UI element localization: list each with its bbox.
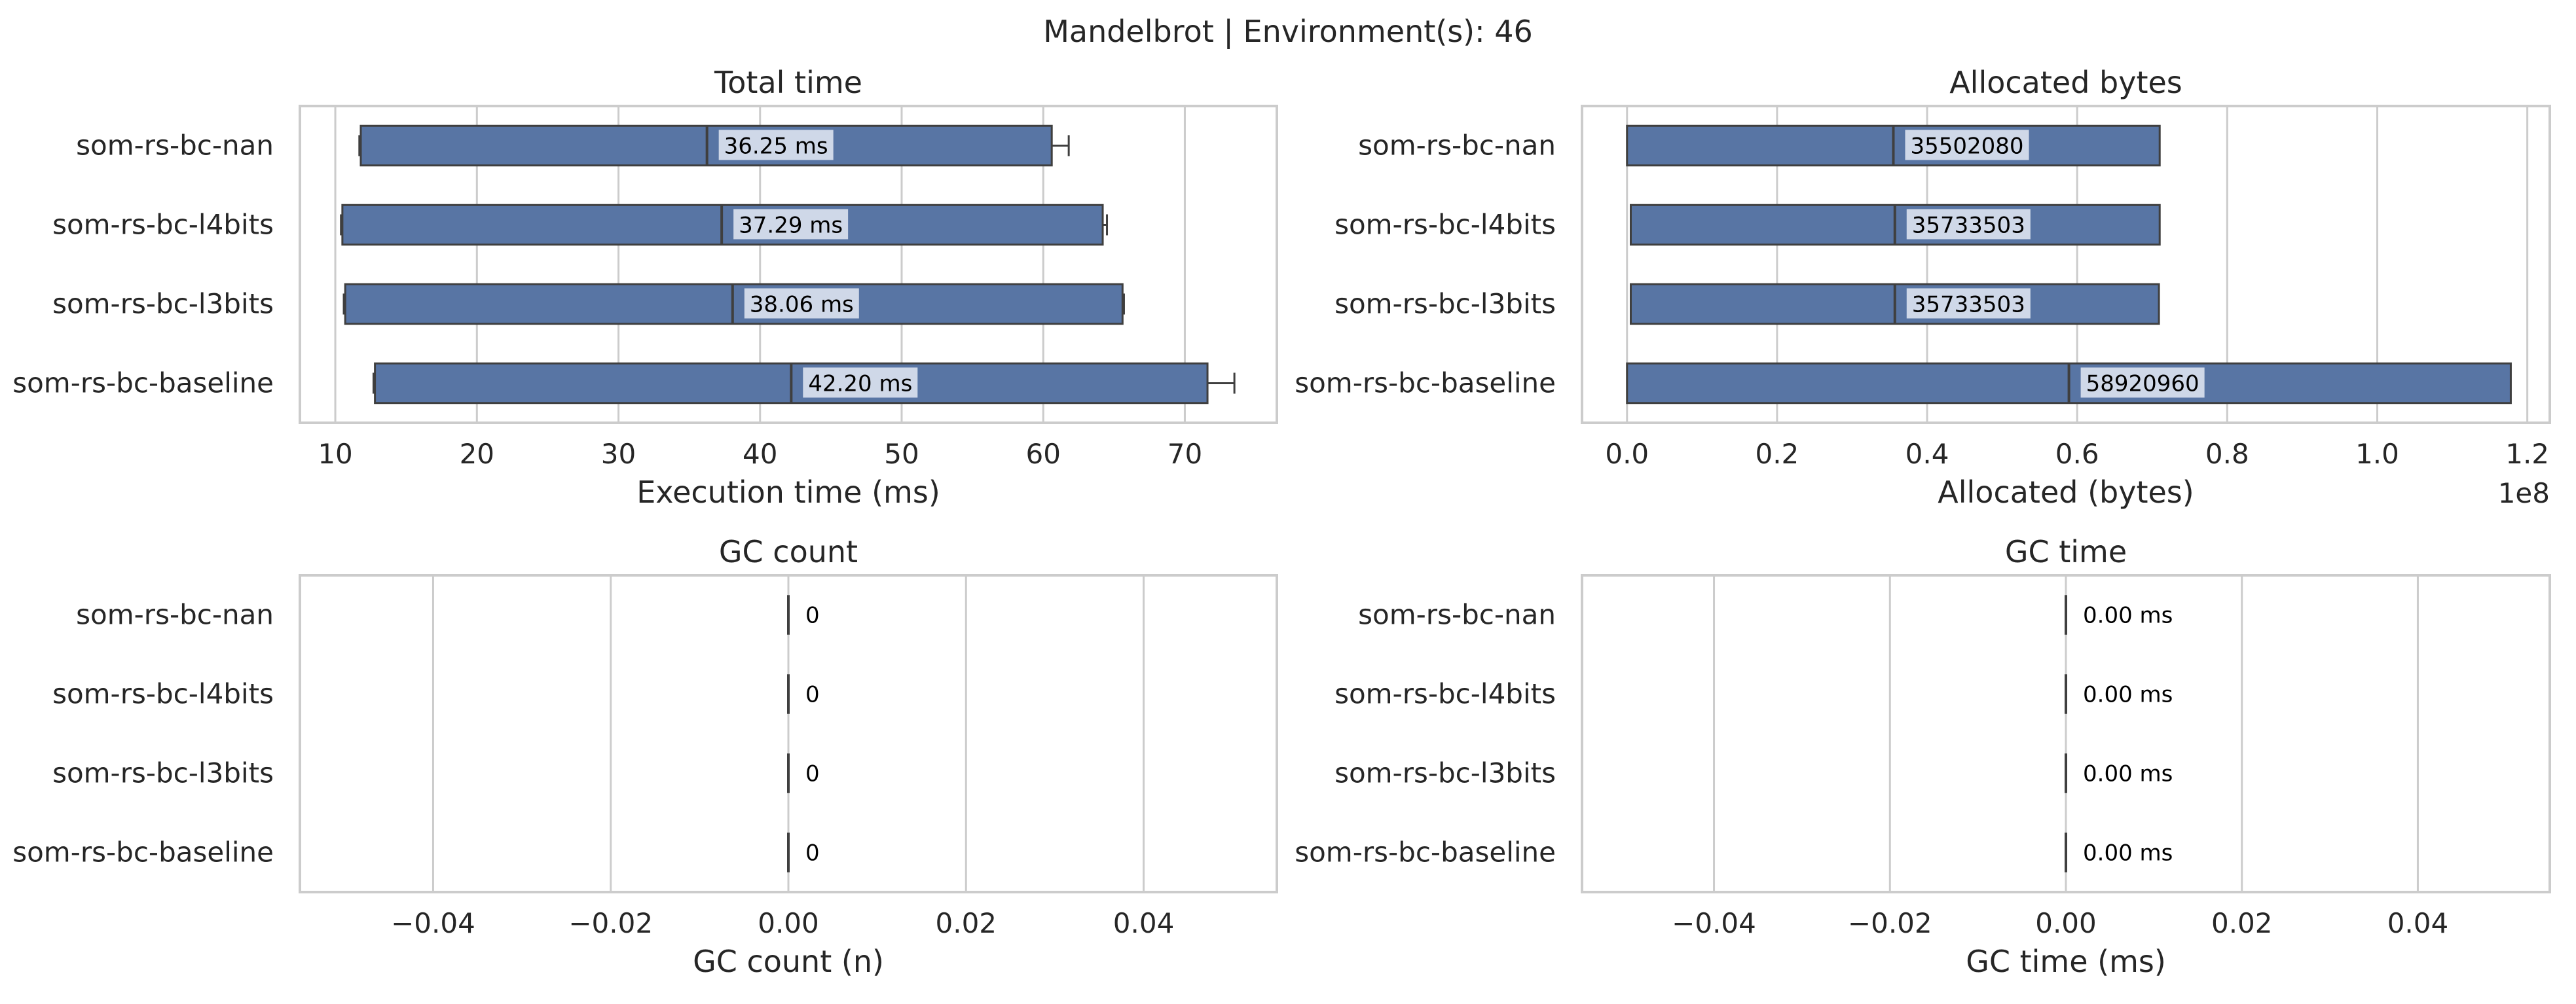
x-tick-label: −0.02 [568, 907, 653, 939]
x-axis-label: GC time (ms) [1966, 944, 2166, 979]
data-label: 35733503 [1912, 292, 2025, 318]
x-axis-label: Allocated (bytes) [1938, 475, 2194, 510]
x-tick-label: 0.0 [1605, 438, 1649, 470]
panel-title: Total time [714, 65, 862, 100]
data-label: 42.20 ms [808, 371, 912, 397]
y-category-label: som-rs-bc-l4bits [1334, 678, 1556, 710]
axes-frame [299, 105, 1278, 424]
x-tick-label: −0.02 [1848, 907, 1932, 939]
box-group: 0 [787, 595, 820, 635]
y-category-label: som-rs-bc-nan [1358, 130, 1556, 162]
data-label-bg [803, 367, 918, 398]
x-tick-label: 60 [1025, 438, 1060, 470]
data-label: 37.29 ms [739, 213, 843, 239]
box-group: 0 [787, 833, 820, 872]
x-tick-label: −0.04 [391, 907, 475, 939]
y-category-label: som-rs-bc-l3bits [52, 757, 274, 789]
y-category-label: som-rs-bc-l3bits [52, 288, 274, 320]
data-label: 0 [805, 761, 820, 787]
data-label: 0 [805, 840, 820, 867]
y-category-label: som-rs-bc-nan [76, 130, 274, 162]
y-category-label: som-rs-bc-nan [1358, 599, 1556, 631]
x-tick-label: 0.6 [2055, 438, 2099, 470]
data-label: 0 [805, 682, 820, 708]
x-tick-label: 0.00 [2035, 907, 2097, 939]
y-category-label: som-rs-bc-baseline [1295, 836, 1556, 869]
chart-gc-count: GC count −0.04 −0.02 0.00 0.02 0.04 GC count (… [12, 534, 1278, 979]
data-label: 58920960 [2086, 371, 2199, 397]
x-tick-label: 0.00 [758, 907, 819, 939]
data-label: 35502080 [1910, 134, 2023, 160]
data-label: 36.25 ms [724, 134, 828, 160]
y-category-label: som-rs-bc-l4bits [52, 678, 274, 710]
x-tick-label: 10 [318, 438, 352, 470]
box-group: 37.29 ms [340, 204, 1109, 246]
box-group: 35502080 [1626, 124, 2161, 167]
x-tick-label: 1.0 [2355, 438, 2399, 470]
box-group: 35733503 [1629, 204, 2161, 246]
x-tick-label: 50 [884, 438, 919, 470]
x-tick-label: 30 [601, 438, 636, 470]
axes-frame [1581, 105, 2551, 424]
x-tick-label: 70 [1168, 438, 1202, 470]
box-group: 0.00 ms [2065, 753, 2173, 793]
box-group: 42.20 ms [372, 362, 1236, 404]
data-label-bg [744, 288, 859, 319]
data-label-bg [733, 209, 849, 240]
box-group: 36.25 ms [358, 124, 1070, 167]
x-tick-label: 40 [743, 438, 777, 470]
x-axis-label: Execution time (ms) [636, 475, 940, 510]
data-label-bg [718, 130, 834, 160]
x-tick-label: 0.02 [2211, 907, 2273, 939]
x-tick-label: 0.4 [1905, 438, 1949, 470]
box-group: 0 [787, 674, 820, 714]
data-label: 0.00 ms [2083, 761, 2173, 787]
y-category-label: som-rs-bc-nan [76, 599, 274, 631]
data-label: 0.00 ms [2083, 840, 2173, 867]
x-tick-label: 0.04 [2387, 907, 2449, 939]
data-label-bg [1906, 209, 2031, 240]
chart-allocated-bytes: Allocated bytes 0.0 0.2 0.4 0.6 0.8 1.0 1.2 Allo… [1295, 65, 2551, 510]
box-group: 58920960 [1626, 362, 2512, 404]
box-group: 0.00 ms [2065, 674, 2173, 714]
x-tick-label: 1.2 [2505, 438, 2549, 470]
panel-title: GC time [2005, 534, 2127, 569]
x-tick-label: 0.8 [2205, 438, 2249, 470]
data-label-bg [1906, 288, 2031, 319]
y-category-label: som-rs-bc-l3bits [1334, 757, 1556, 789]
panel-title: Allocated bytes [1949, 65, 2182, 100]
y-category-label: som-rs-bc-baseline [12, 836, 274, 869]
data-label-bg [2080, 367, 2205, 398]
data-label: 0.00 ms [2083, 682, 2173, 708]
data-label: 38.06 ms [750, 292, 854, 318]
panel-title: GC count [719, 534, 858, 569]
data-label-bg [1905, 130, 2029, 160]
box-group: 0.00 ms [2065, 595, 2173, 635]
box-group: 0.00 ms [2065, 833, 2173, 872]
figure-suptitle: Mandelbrot | Environment(s): 46 [1043, 14, 1533, 49]
x-tick-label: 0.04 [1113, 907, 1175, 939]
box-group: 35733503 [1629, 283, 2160, 325]
data-label: 35733503 [1912, 213, 2025, 239]
x-axis-label: GC count (n) [693, 944, 884, 979]
x-tick-label: 0.02 [936, 907, 997, 939]
y-category-label: som-rs-bc-baseline [12, 367, 274, 399]
data-label: 0 [805, 603, 820, 629]
box-group: 38.06 ms [342, 283, 1125, 325]
x-offset-text: 1e8 [2498, 477, 2550, 509]
x-tick-label: 20 [460, 438, 494, 470]
y-category-label: som-rs-bc-l3bits [1334, 288, 1556, 320]
x-tick-label: −0.04 [1672, 907, 1756, 939]
y-category-label: som-rs-bc-l4bits [1334, 209, 1556, 241]
axes-frame [299, 574, 1278, 893]
y-category-label: som-rs-bc-l4bits [52, 209, 274, 241]
x-tick-label: 0.2 [1755, 438, 1799, 470]
data-label: 0.00 ms [2083, 603, 2173, 629]
chart-gc-time: GC time −0.04 −0.02 0.00 0.02 0.04 GC time (ms… [1295, 534, 2551, 979]
axes-frame [1581, 574, 2551, 893]
box-group: 0 [787, 753, 820, 793]
chart-total-time: Total time 10 20 30 40 50 60 70 Execution time (… [12, 65, 1278, 510]
y-category-label: som-rs-bc-baseline [1295, 367, 1556, 399]
